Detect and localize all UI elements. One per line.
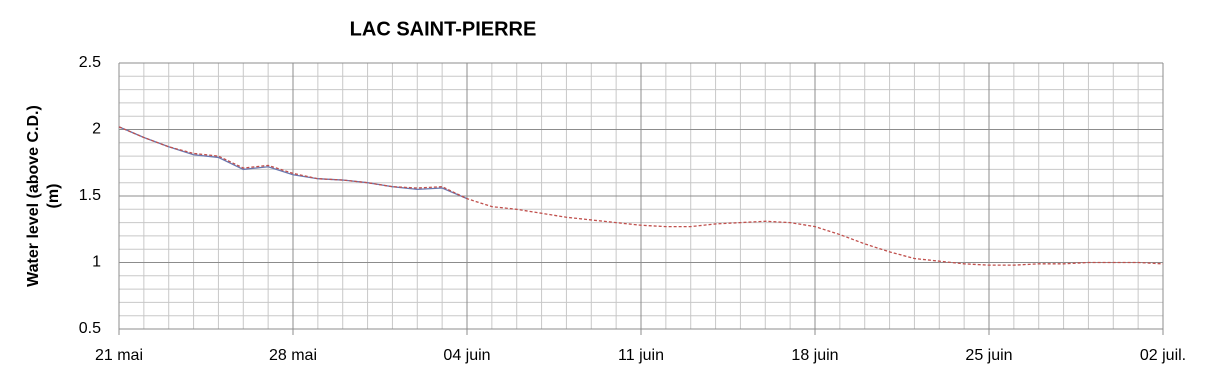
line-series — [118, 126, 1164, 266]
y-tick-label: 2 — [92, 121, 101, 138]
x-tick-label: 02 juil. — [1140, 347, 1186, 364]
y-tick-label: 1 — [92, 254, 101, 271]
x-tick-label: 28 mai — [269, 347, 317, 364]
chart-title: LAC SAINT-PIERRE — [350, 18, 537, 40]
y-tick-label: 1.5 — [79, 187, 101, 204]
x-tick-label: 25 juin — [965, 347, 1012, 364]
y-axis-label-line: Water level (above C.D.) — [25, 105, 42, 287]
y-tick-label: 0.5 — [79, 320, 101, 337]
x-tick-label: 04 juin — [443, 347, 490, 364]
y-tick-label: 2.5 — [79, 54, 101, 71]
y-axis-label-line: (m) — [45, 184, 62, 209]
y-axis-label: Water level (above C.D.) (m) — [25, 105, 62, 287]
x-tick-label: 18 juin — [791, 347, 838, 364]
x-tick-label: 11 juin — [618, 347, 664, 364]
x-tick-label: 21 mai — [95, 347, 143, 364]
